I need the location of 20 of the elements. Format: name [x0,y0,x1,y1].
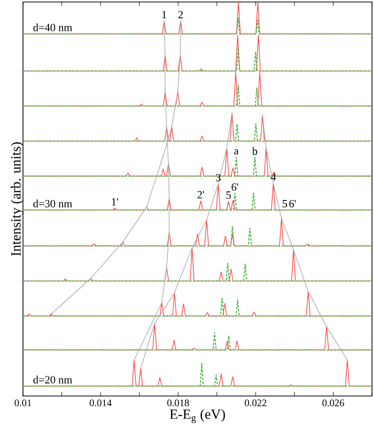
x-tick-label: 0.01 [14,400,32,406]
annotation: d=40 nm [33,24,72,32]
annotation: a [234,149,239,155]
annotation: 5 [282,200,288,208]
x-tick-label: 0.022 [244,400,266,406]
x-axis-title: E-E$_{g}$ (eV) [170,409,225,424]
annotation: 2 [178,10,183,18]
y-axis-title: Intensity (arb. units) [10,142,24,256]
x-tick-label: 0.026 [322,400,344,406]
annotation: 6' [232,183,238,191]
annotation: b [252,147,258,155]
annotation: 1 [162,10,166,18]
annotation: 6' [289,200,296,208]
annotation: 5 [226,191,231,199]
annotation: d=30 nm [33,200,72,208]
x-tick-label: 0.018 [167,400,189,406]
annotation: 1' [112,198,118,206]
x-tick-label: 0.014 [90,400,112,406]
annotation: d=20 nm [33,376,72,384]
annotation: 2' [198,191,204,198]
